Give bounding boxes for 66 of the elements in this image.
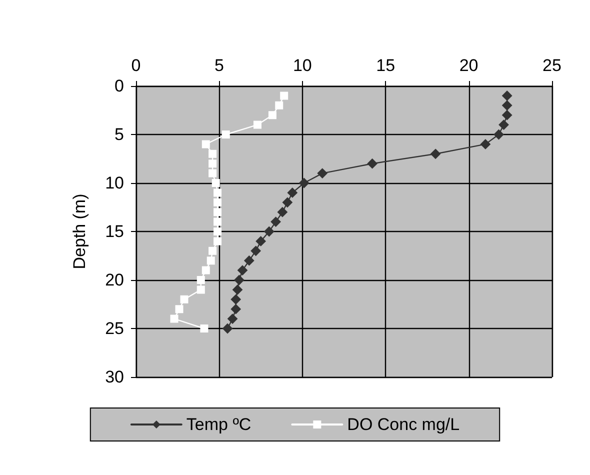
point (202, 266, 210, 274)
point (253, 120, 262, 129)
point (170, 314, 178, 323)
point (208, 160, 217, 168)
point (244, 256, 254, 266)
point (196, 286, 205, 294)
y-tick-label: 0 (114, 76, 124, 96)
point (264, 226, 274, 236)
x-tick-label: 25 (542, 56, 562, 75)
legend-label: DO Conc mg/L (347, 415, 460, 434)
point (212, 179, 220, 187)
point (317, 168, 328, 178)
point (282, 197, 292, 208)
point (202, 140, 210, 148)
point (502, 100, 512, 110)
point (214, 208, 222, 216)
point (214, 218, 222, 226)
point (228, 314, 238, 324)
x-tick-label: 15 (376, 56, 396, 75)
point (480, 139, 490, 150)
point (367, 158, 378, 169)
y-tick-label: 15 (105, 222, 124, 241)
point (230, 304, 241, 314)
y-tick-label: 30 (105, 368, 124, 386)
point (175, 305, 184, 314)
point (196, 276, 205, 284)
point (180, 295, 188, 304)
point (230, 294, 241, 304)
point (234, 275, 244, 285)
x-tick-label: 10 (292, 56, 312, 75)
point (208, 150, 217, 158)
x-tick-label: 5 (214, 56, 224, 75)
y-tick-label: 20 (105, 270, 124, 290)
y-axis-title: Depth (m) (70, 194, 89, 270)
x-tick-label: 20 (459, 56, 478, 75)
point (222, 130, 230, 138)
point (280, 92, 288, 100)
point (287, 188, 298, 198)
point (214, 237, 222, 246)
point (200, 324, 208, 332)
y-tick-label: 5 (114, 125, 124, 144)
point (208, 246, 217, 255)
point (277, 207, 288, 218)
point (299, 178, 310, 188)
point (502, 110, 512, 120)
point (214, 188, 222, 197)
point (498, 120, 509, 130)
point (214, 228, 222, 236)
point (250, 246, 261, 256)
legend-label: Temp ºC (186, 415, 252, 434)
point (214, 198, 222, 206)
point (275, 101, 284, 110)
point (237, 265, 248, 276)
x-tick-label: 0 (131, 56, 141, 75)
point (208, 169, 217, 178)
point (502, 90, 512, 101)
point (430, 148, 441, 159)
point (222, 324, 233, 334)
point (494, 130, 504, 140)
point (268, 111, 276, 120)
point (206, 256, 215, 265)
point (270, 216, 281, 227)
y-tick-label: 10 (105, 174, 124, 192)
point (232, 284, 243, 295)
y-tick-label: 25 (105, 319, 124, 338)
point (256, 236, 266, 246)
